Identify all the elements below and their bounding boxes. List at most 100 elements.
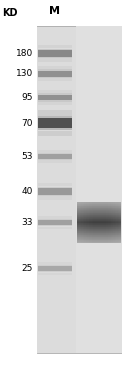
Bar <box>77 223 121 224</box>
Bar <box>77 231 121 232</box>
Bar <box>38 99 72 102</box>
Bar <box>77 230 121 231</box>
Bar <box>77 206 121 207</box>
Bar <box>96 202 97 243</box>
Bar <box>38 158 72 160</box>
Bar <box>38 187 72 190</box>
Bar <box>80 202 81 243</box>
Bar <box>38 78 72 81</box>
Bar <box>92 202 93 243</box>
Bar <box>77 226 121 227</box>
Bar <box>108 202 109 243</box>
Bar <box>77 229 121 230</box>
Bar <box>38 118 72 128</box>
Bar <box>77 205 121 206</box>
Bar <box>113 202 115 243</box>
Bar <box>38 131 72 136</box>
Bar <box>106 202 108 243</box>
Bar <box>38 110 72 116</box>
Bar <box>38 220 72 225</box>
Text: M: M <box>49 6 60 16</box>
Bar <box>77 234 121 235</box>
Bar <box>38 154 72 159</box>
Text: 40: 40 <box>22 187 33 196</box>
Bar <box>38 102 72 105</box>
Bar <box>77 225 121 226</box>
Bar <box>77 241 121 242</box>
Bar <box>100 202 102 243</box>
Bar <box>112 202 113 243</box>
Bar <box>99 202 100 243</box>
Bar <box>38 227 72 229</box>
Bar <box>38 224 72 226</box>
Bar <box>77 239 121 240</box>
Bar <box>77 235 121 236</box>
Bar <box>77 242 121 243</box>
Bar <box>77 204 121 205</box>
Bar <box>76 26 122 353</box>
Bar <box>77 213 121 214</box>
Bar <box>77 221 121 222</box>
Text: 130: 130 <box>16 69 33 78</box>
Bar <box>38 265 72 267</box>
Bar <box>77 233 121 234</box>
Bar <box>77 210 121 211</box>
Bar <box>83 202 84 243</box>
Bar <box>77 202 121 203</box>
Bar <box>105 202 106 243</box>
Bar <box>77 212 121 213</box>
Bar <box>77 215 121 216</box>
Bar <box>111 202 112 243</box>
Text: 95: 95 <box>21 93 33 102</box>
Bar <box>38 193 72 196</box>
Text: 33: 33 <box>21 218 33 227</box>
Bar <box>77 216 121 217</box>
Bar <box>109 202 111 243</box>
Bar <box>38 150 72 152</box>
Bar <box>77 232 121 233</box>
Bar <box>90 202 92 243</box>
Bar <box>38 45 72 49</box>
Bar <box>38 126 72 131</box>
Text: 53: 53 <box>21 152 33 161</box>
Text: 25: 25 <box>22 264 33 273</box>
Bar <box>38 183 72 186</box>
Bar <box>38 270 72 272</box>
Bar <box>97 202 99 243</box>
Bar <box>38 58 72 61</box>
Bar <box>38 50 72 57</box>
Bar <box>77 204 121 205</box>
Bar <box>77 240 121 241</box>
Bar <box>38 262 72 265</box>
Bar <box>84 202 86 243</box>
Bar <box>77 217 121 218</box>
Bar <box>115 202 116 243</box>
Bar <box>77 220 121 221</box>
Bar <box>38 272 72 275</box>
Bar <box>77 236 121 237</box>
Bar <box>38 49 72 52</box>
Bar <box>77 208 121 209</box>
Bar <box>77 202 78 243</box>
Bar <box>38 95 72 100</box>
Bar <box>86 202 87 243</box>
Bar <box>38 188 72 195</box>
Bar <box>38 153 72 155</box>
Bar <box>116 202 118 243</box>
Bar <box>38 70 72 72</box>
Bar <box>38 219 72 221</box>
Bar <box>93 202 94 243</box>
Bar <box>38 55 72 58</box>
Bar <box>77 237 121 238</box>
Bar <box>77 228 121 229</box>
Bar <box>77 207 121 208</box>
Bar <box>77 209 121 210</box>
Bar <box>94 202 96 243</box>
Bar <box>38 66 72 69</box>
Bar <box>38 71 72 77</box>
Text: 180: 180 <box>16 49 33 58</box>
Bar <box>102 202 103 243</box>
Bar <box>87 202 89 243</box>
Bar <box>89 202 90 243</box>
Bar <box>77 203 121 204</box>
